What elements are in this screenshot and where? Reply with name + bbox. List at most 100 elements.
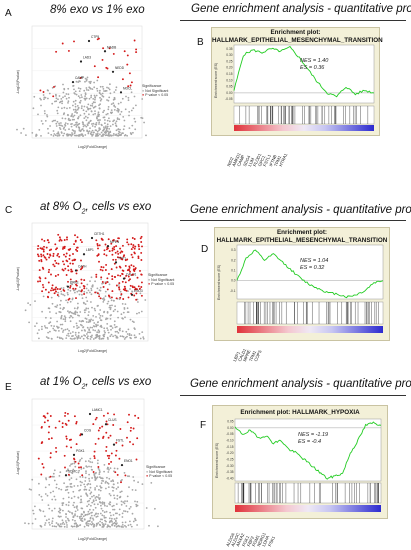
data-point bbox=[106, 112, 109, 115]
data-point bbox=[114, 305, 116, 308]
significant-point bbox=[106, 288, 109, 291]
y-tick-label: -0.30 bbox=[226, 464, 233, 468]
data-point bbox=[67, 288, 70, 291]
data-point bbox=[60, 314, 63, 317]
data-point bbox=[103, 126, 105, 128]
data-point bbox=[54, 134, 57, 137]
data-point bbox=[124, 336, 127, 339]
data-point bbox=[72, 504, 75, 507]
data-point bbox=[84, 317, 87, 320]
data-point bbox=[55, 122, 58, 125]
es-curve bbox=[234, 421, 382, 480]
data-point bbox=[89, 516, 92, 519]
data-point bbox=[44, 326, 47, 329]
data-point bbox=[124, 521, 127, 524]
significant-point bbox=[57, 252, 60, 255]
significant-point bbox=[107, 436, 110, 439]
data-point bbox=[67, 504, 70, 507]
legend-label: Not Significant bbox=[151, 277, 175, 282]
significant-point bbox=[111, 253, 114, 256]
data-point bbox=[58, 475, 61, 477]
data-point bbox=[61, 523, 64, 525]
data-point bbox=[129, 523, 132, 526]
data-point bbox=[59, 100, 62, 103]
data-point bbox=[63, 294, 66, 297]
data-point bbox=[98, 104, 100, 107]
data-point bbox=[102, 88, 105, 90]
data-point bbox=[121, 524, 124, 526]
data-point bbox=[88, 331, 91, 334]
data-point bbox=[109, 467, 112, 470]
data-point bbox=[43, 325, 46, 327]
data-point bbox=[76, 117, 79, 120]
data-point bbox=[93, 514, 96, 517]
data-point bbox=[68, 335, 70, 337]
data-point bbox=[110, 135, 113, 137]
data-point bbox=[98, 523, 101, 526]
volcano-frame bbox=[31, 25, 143, 139]
data-point bbox=[58, 516, 61, 518]
data-point bbox=[80, 468, 83, 470]
significant-point bbox=[75, 280, 78, 283]
data-point bbox=[101, 85, 104, 88]
point-label: CALD1 bbox=[126, 273, 137, 277]
significant-point bbox=[110, 460, 113, 463]
significant-point bbox=[64, 414, 66, 417]
significant-point bbox=[61, 426, 64, 428]
data-point bbox=[79, 96, 81, 99]
data-point bbox=[73, 525, 76, 528]
data-point bbox=[77, 496, 80, 499]
data-point bbox=[96, 485, 98, 487]
data-point bbox=[80, 515, 82, 518]
data-point bbox=[84, 93, 87, 96]
significant-point bbox=[110, 296, 113, 299]
data-point bbox=[62, 293, 64, 296]
data-point bbox=[79, 87, 82, 90]
data-point bbox=[136, 504, 139, 507]
data-point bbox=[62, 127, 65, 130]
ranked-list-bar bbox=[237, 326, 383, 333]
point-label: LAD3 bbox=[83, 56, 91, 60]
data-point bbox=[76, 515, 79, 518]
data-point bbox=[49, 491, 52, 494]
data-point bbox=[85, 488, 88, 491]
significant-point bbox=[76, 246, 78, 249]
significant-point bbox=[83, 293, 86, 295]
panel-letter-d: D bbox=[201, 244, 209, 255]
data-point bbox=[113, 320, 116, 323]
data-point bbox=[86, 116, 89, 119]
data-point bbox=[69, 320, 72, 323]
data-point bbox=[64, 95, 66, 98]
data-point bbox=[86, 123, 89, 126]
data-point bbox=[121, 512, 124, 515]
data-point bbox=[73, 337, 76, 340]
legend-label: P value < 0.05 bbox=[151, 282, 175, 286]
point-label: ENO3 bbox=[134, 289, 143, 293]
data-point bbox=[95, 316, 97, 318]
significant-point bbox=[139, 237, 142, 240]
data-point bbox=[82, 121, 84, 124]
data-point bbox=[94, 478, 97, 480]
data-point bbox=[63, 523, 66, 525]
data-point bbox=[109, 318, 112, 320]
data-point bbox=[83, 105, 86, 108]
data-point bbox=[103, 311, 105, 314]
data-point bbox=[88, 473, 90, 476]
data-point bbox=[110, 112, 113, 115]
significant-point bbox=[134, 414, 137, 417]
data-point bbox=[125, 95, 127, 98]
significant-point bbox=[71, 259, 74, 262]
significant-point bbox=[135, 458, 138, 461]
data-point bbox=[107, 300, 110, 303]
data-point bbox=[105, 487, 107, 490]
data-point bbox=[27, 302, 29, 304]
data-point bbox=[83, 290, 86, 293]
significant-point bbox=[69, 285, 72, 287]
significant-point bbox=[105, 263, 108, 266]
data-point bbox=[134, 500, 136, 503]
data-point bbox=[107, 87, 110, 89]
data-point bbox=[50, 324, 53, 327]
data-point bbox=[76, 112, 78, 114]
data-point bbox=[90, 80, 92, 83]
data-point bbox=[55, 483, 58, 486]
